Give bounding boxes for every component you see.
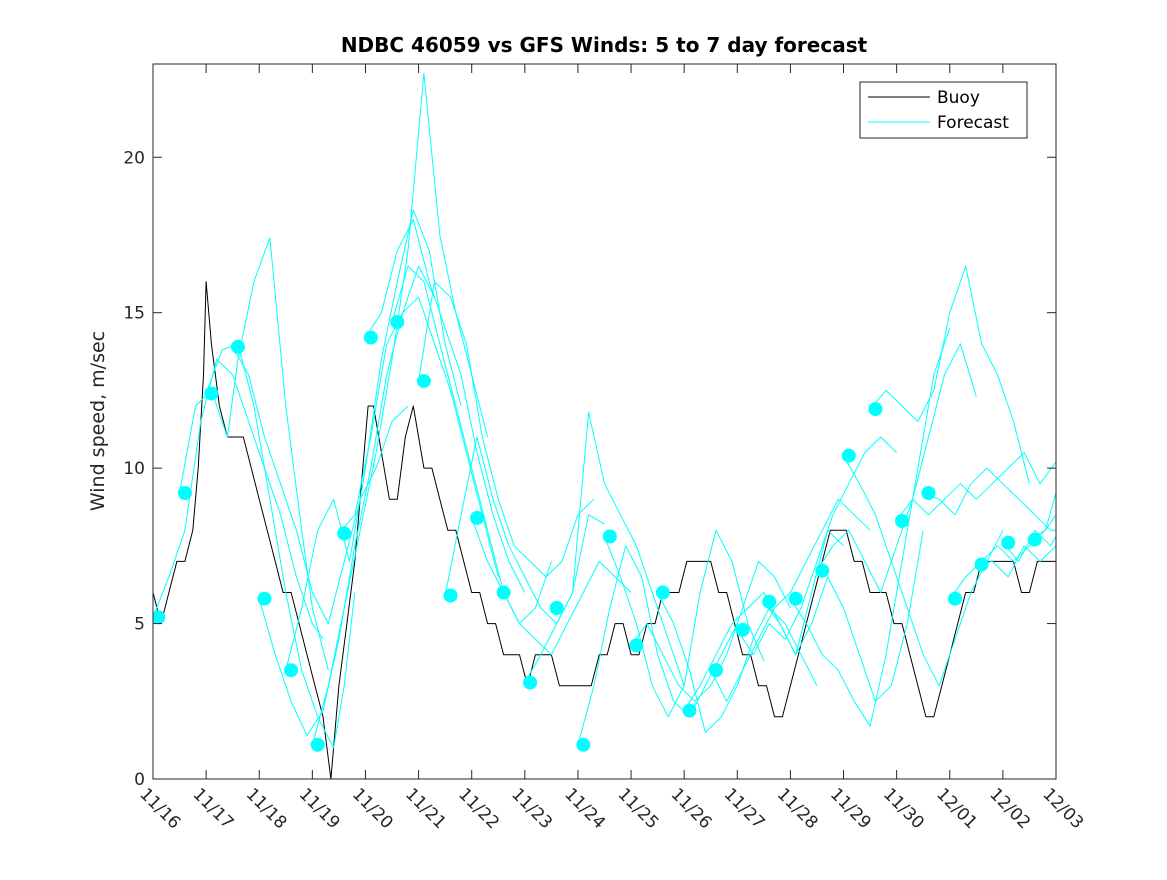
- forecast-series-line-10: [391, 265, 552, 625]
- forecast-start-point: [948, 591, 963, 606]
- forecast-series-line-23: [789, 328, 951, 727]
- forecast-start-point: [655, 585, 670, 600]
- forecast-series-line-26: [869, 265, 1030, 484]
- forecast-start-point: [204, 386, 219, 401]
- forecast-start-point: [177, 486, 192, 500]
- series-group: [153, 72, 1056, 779]
- forecast-start-point: [443, 588, 458, 603]
- forecast-series-line-17: [630, 560, 791, 702]
- forecast-start-point: [576, 737, 591, 752]
- forecast-start-point: [470, 510, 484, 525]
- forecast-series-line-31: [1002, 529, 1056, 562]
- forecast-start-point: [1001, 535, 1016, 550]
- forecast-start-point: [709, 663, 723, 678]
- forecast-start-point: [788, 591, 803, 606]
- forecast-start-point: [310, 737, 325, 752]
- forecast-start-point: [416, 374, 431, 389]
- forecast-series-line-6: [285, 209, 462, 671]
- forecast-series-line-4: [232, 346, 409, 625]
- forecast-start-point: [895, 514, 909, 528]
- forecast-series-line-20: [710, 498, 871, 702]
- forecast-series-line-28: [923, 467, 1056, 531]
- forecast-start-point: [523, 675, 538, 690]
- forecast-start-point: [1027, 532, 1042, 547]
- forecast-series-line-11: [418, 281, 595, 578]
- forecast-series-line-8: [338, 296, 499, 578]
- y-tick-label: 5: [134, 615, 145, 635]
- forecast-start-point: [284, 663, 299, 678]
- forecast-series-line-7: [311, 72, 489, 745]
- y-axis-label: Wind speed, m/sec: [87, 331, 109, 511]
- forecast-start-point: [682, 703, 697, 718]
- forecast-series-line-1: [153, 358, 324, 640]
- forecast-start-point: [390, 315, 405, 329]
- forecast-start-point: [868, 402, 883, 417]
- forecast-start-point: [257, 591, 272, 606]
- y-tick-label: 15: [123, 304, 145, 324]
- forecast-start-point: [231, 339, 245, 354]
- legend-forecast-label: Forecast: [937, 113, 1009, 133]
- forecast-series-line-21: [736, 436, 897, 656]
- forecast-series-line-9: [365, 218, 526, 593]
- forecast-start-point: [921, 486, 936, 500]
- forecast-series-line-14: [524, 411, 685, 686]
- forecast-start-point: [363, 330, 378, 345]
- forecast-series-line-25: [843, 455, 1004, 687]
- axes-box: [152, 63, 1057, 780]
- chart-title: NDBC 46059 vs GFS Winds: 5 to 7 day fore…: [341, 33, 868, 57]
- forecast-series-line-27: [896, 452, 1056, 522]
- forecast-series-line-5: [258, 265, 435, 736]
- forecast-series-line-18: [657, 592, 818, 733]
- legend-buoy-label: Buoy: [937, 88, 980, 108]
- forecast-start-point: [337, 526, 352, 541]
- legend-box: [859, 81, 1028, 139]
- forecast-series-line-22: [763, 530, 924, 702]
- y-tick-label: 20: [123, 148, 145, 168]
- plot-area: [153, 64, 1056, 779]
- forecast-start-point: [153, 610, 166, 625]
- y-tick-label: 10: [123, 459, 145, 479]
- buoy-series-line: [153, 281, 1056, 779]
- forecast-start-point: [629, 638, 644, 653]
- data-layer: [153, 72, 1056, 779]
- forecast-start-point: [762, 594, 777, 609]
- forecast-series-line-30: [976, 545, 1056, 578]
- forecast-start-point: [602, 529, 617, 544]
- y-tick-label: 0: [134, 770, 145, 790]
- forecast-start-point: [815, 563, 830, 578]
- forecast-series-line-16: [604, 529, 765, 718]
- forecast-series-line-24: [816, 343, 977, 593]
- forecast-start-point: [841, 448, 856, 463]
- forecast-series-line-12: [444, 436, 605, 625]
- forecast-start-point: [549, 601, 564, 615]
- forecast-series-line-13: [471, 517, 632, 656]
- forecast-start-point: [974, 557, 989, 572]
- forecast-series-line-15: [577, 545, 738, 745]
- legend: Buoy Forecast: [859, 81, 1028, 139]
- forecast-start-point: [496, 585, 511, 600]
- forecast-series-line-29: [949, 492, 1056, 599]
- forecast-start-point: [735, 622, 750, 637]
